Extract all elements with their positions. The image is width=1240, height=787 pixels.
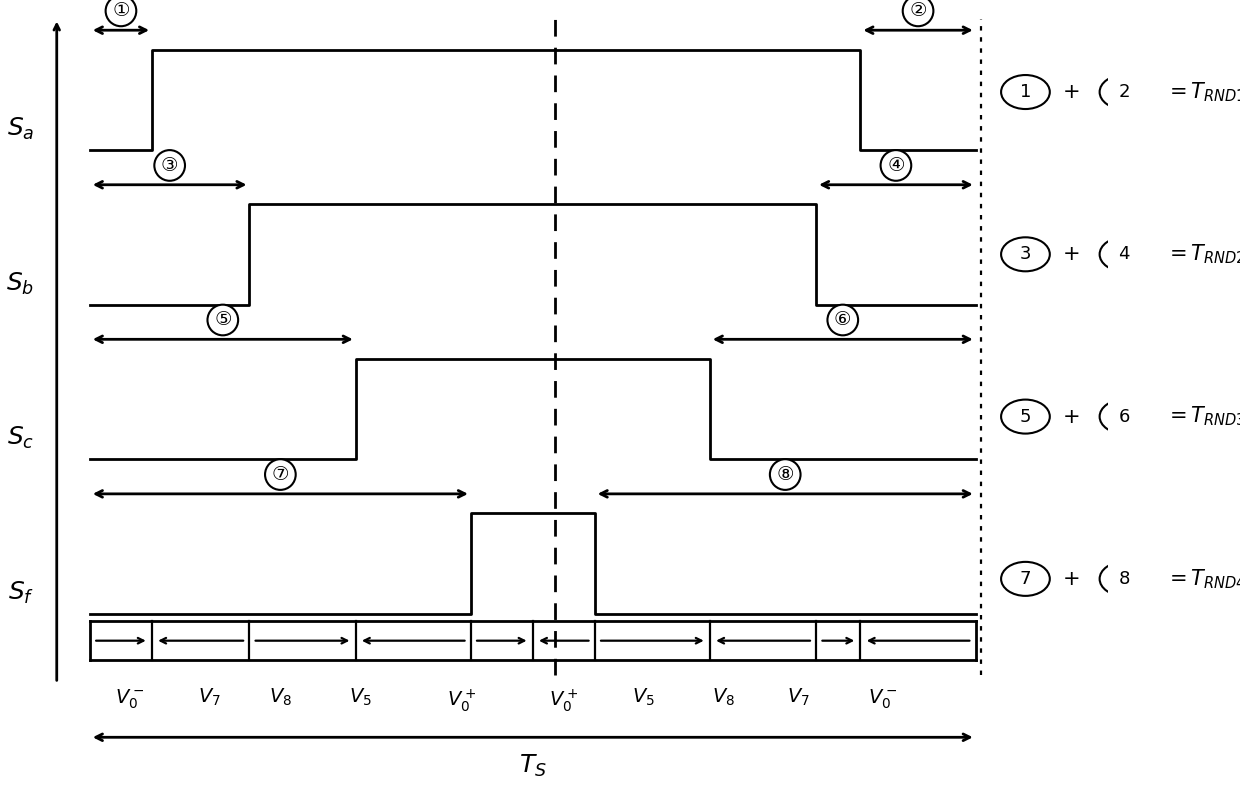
Text: +: + [1063, 407, 1081, 427]
Text: ⑦: ⑦ [272, 465, 289, 484]
Text: $V_0^+$: $V_0^+$ [448, 687, 476, 714]
Text: $V_8$: $V_8$ [269, 687, 291, 708]
Text: +: + [1063, 569, 1081, 589]
Text: $= T_{RND4}$: $= T_{RND4}$ [1164, 567, 1240, 591]
Text: 6: 6 [1118, 408, 1130, 426]
Text: 8: 8 [1118, 570, 1130, 588]
Text: $T_S$: $T_S$ [518, 752, 547, 779]
Text: 5: 5 [1019, 408, 1032, 426]
Text: ⑤: ⑤ [215, 311, 232, 330]
Text: $= T_{RND2}$: $= T_{RND2}$ [1164, 242, 1240, 266]
Text: $S_f$: $S_f$ [9, 580, 35, 606]
Text: $= T_{RND3}$: $= T_{RND3}$ [1164, 405, 1240, 428]
Text: 7: 7 [1019, 570, 1032, 588]
Text: 2: 2 [1118, 83, 1130, 101]
Text: $S_c$: $S_c$ [7, 425, 35, 452]
Text: $S_a$: $S_a$ [7, 116, 35, 142]
Text: $V_5$: $V_5$ [632, 687, 655, 708]
Text: $V_0^-$: $V_0^-$ [115, 687, 145, 711]
Text: ③: ③ [161, 156, 179, 175]
Text: ①: ① [112, 2, 130, 20]
Text: +: + [1063, 244, 1081, 264]
Text: +: + [1063, 82, 1081, 102]
Text: $V_0^+$: $V_0^+$ [549, 687, 578, 714]
Text: ④: ④ [887, 156, 905, 175]
Text: $S_b$: $S_b$ [6, 271, 35, 297]
Text: ②: ② [909, 2, 926, 20]
Text: $V_5$: $V_5$ [348, 687, 372, 708]
Text: 4: 4 [1118, 246, 1130, 264]
Text: 1: 1 [1019, 83, 1032, 101]
Text: $V_8$: $V_8$ [712, 687, 735, 708]
Text: ⑥: ⑥ [835, 311, 852, 330]
Text: $V_7$: $V_7$ [198, 687, 221, 708]
Text: ⑧: ⑧ [776, 465, 794, 484]
Text: $= T_{RND1}$: $= T_{RND1}$ [1164, 80, 1240, 104]
Text: $V_7$: $V_7$ [787, 687, 810, 708]
Text: $V_0^-$: $V_0^-$ [868, 687, 898, 711]
Text: 3: 3 [1019, 246, 1032, 264]
